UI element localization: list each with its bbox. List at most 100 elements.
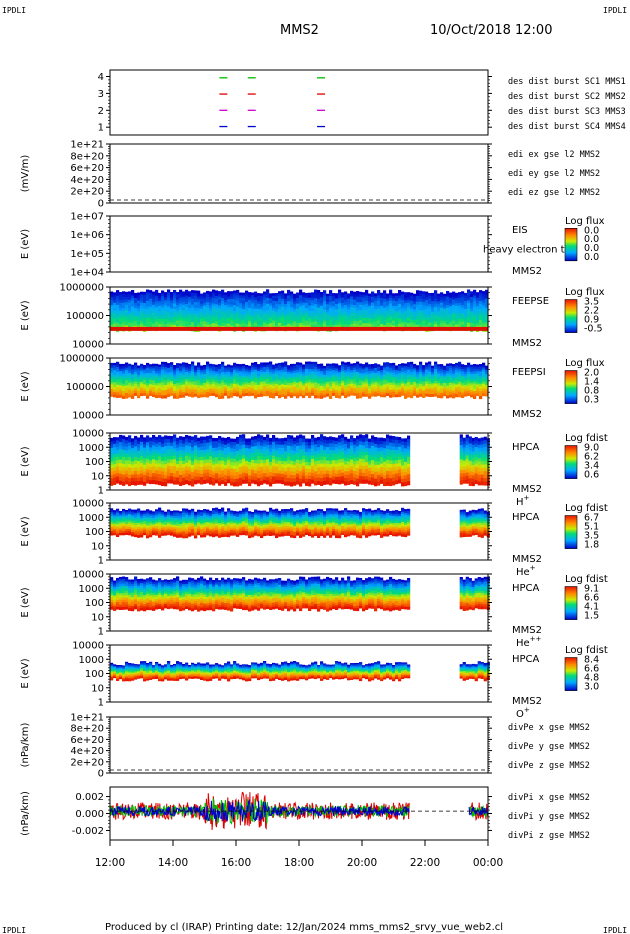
heatmap-cell <box>125 317 129 321</box>
colorbar-tick-label: 0.3 <box>584 395 599 406</box>
heatmap-cell <box>248 372 252 375</box>
heatmap-cell <box>341 303 345 307</box>
heatmap-cell <box>404 292 408 296</box>
heatmap-cell <box>233 442 237 446</box>
heatmap-cell <box>230 293 234 298</box>
colorbar-tick-label: 2.2 <box>584 306 599 317</box>
heatmap-cell <box>353 315 357 319</box>
heatmap-cell <box>311 445 315 450</box>
heatmap-cell <box>200 390 204 393</box>
heatmap-cell <box>317 301 321 306</box>
heatmap-cell <box>326 389 330 392</box>
heatmap-cell <box>350 392 354 396</box>
heatmap-cell <box>356 453 360 458</box>
heatmap-cell <box>275 303 279 307</box>
heatmap-cell <box>113 447 117 452</box>
heatmap-cell <box>209 294 213 298</box>
heatmap-cell <box>323 450 327 454</box>
heatmap-cell <box>140 377 144 381</box>
heatmap-cell <box>320 322 324 326</box>
heatmap-cell <box>452 395 456 399</box>
heatmap-cell <box>236 363 240 367</box>
heatmap-cell <box>209 296 213 301</box>
heatmap-cell <box>329 383 333 387</box>
heatmap-cell <box>407 394 411 398</box>
heatmap-cell <box>185 473 189 478</box>
heatmap-cell <box>254 305 258 310</box>
heatmap-cell <box>290 394 294 398</box>
heatmap-cell <box>173 438 177 443</box>
heatmap-cell <box>260 438 264 443</box>
heatmap-cell <box>188 368 192 372</box>
heatmap-cell <box>365 306 369 310</box>
heatmap-cell <box>224 481 228 486</box>
heatmap-cell <box>479 383 483 387</box>
heatmap-cell <box>152 299 156 303</box>
heatmap-cell <box>248 438 252 443</box>
heatmap-cell <box>362 320 366 324</box>
heatmap-cell <box>323 323 327 327</box>
heatmap-cell <box>194 391 198 395</box>
heatmap-cell <box>359 469 363 474</box>
heatmap-cell <box>248 441 252 446</box>
heatmap-cell <box>317 467 321 472</box>
heatmap-cell <box>143 371 147 375</box>
colorbar-tick-label: 0.0 <box>584 234 599 245</box>
heatmap-cell <box>179 370 183 374</box>
heatmap-cell <box>344 481 348 486</box>
heatmap-cell <box>320 308 324 312</box>
heatmap-cell <box>269 392 273 396</box>
y-axis-label: (mV/m) <box>20 155 31 193</box>
heatmap-cell <box>386 313 390 317</box>
heatmap-cell <box>449 377 453 381</box>
heatmap-cell <box>362 380 366 383</box>
heatmap-cell <box>176 363 180 367</box>
heatmap-cell <box>191 454 195 459</box>
heatmap-cell <box>155 304 159 308</box>
heatmap-cell <box>257 434 261 439</box>
heatmap-cell <box>452 310 456 314</box>
heatmap-cell <box>290 471 294 476</box>
heatmap-cell <box>452 291 456 295</box>
heatmap-cell <box>110 362 114 366</box>
heatmap-cell <box>422 372 426 375</box>
heatmap-cell <box>326 301 330 305</box>
heatmap-cell <box>356 467 360 473</box>
heatmap-cell <box>407 364 411 368</box>
heatmap-cell <box>224 312 228 316</box>
heatmap-cell <box>230 372 234 375</box>
heatmap-cell <box>182 436 186 441</box>
heatmap-cell <box>446 316 450 320</box>
heatmap-cell <box>251 439 255 444</box>
heatmap-cell <box>245 299 249 303</box>
heatmap-cell <box>317 380 321 384</box>
heatmap-cell <box>113 474 117 479</box>
heatmap-cell <box>485 304 489 309</box>
heatmap-cell <box>335 375 339 379</box>
heatmap-cell <box>131 369 135 373</box>
heatmap-cell <box>170 371 174 375</box>
heatmap-cell <box>263 297 267 301</box>
heatmap-cell <box>485 391 489 395</box>
heatmap-cell <box>221 300 225 305</box>
heatmap-cell <box>350 323 354 328</box>
heatmap-cell <box>254 470 258 475</box>
heatmap-cell <box>110 381 114 385</box>
heatmap-cell <box>158 366 162 370</box>
heatmap-cell <box>302 312 306 316</box>
heatmap-cell <box>329 322 333 326</box>
heatmap-cell <box>200 316 204 320</box>
heatmap-cell <box>473 378 477 382</box>
heatmap-cell <box>314 309 318 314</box>
heatmap-cell <box>326 368 330 372</box>
heatmap-cell <box>446 378 450 382</box>
heatmap-cell <box>194 299 198 303</box>
heatmap-cell <box>218 368 222 372</box>
heatmap-cell <box>254 319 258 324</box>
heatmap-cell <box>197 450 201 455</box>
heatmap-cell <box>212 451 216 456</box>
heatmap-cell <box>404 300 408 304</box>
heatmap-cell <box>329 378 333 382</box>
heatmap-cell <box>350 372 354 376</box>
heatmap-cell <box>290 442 294 447</box>
